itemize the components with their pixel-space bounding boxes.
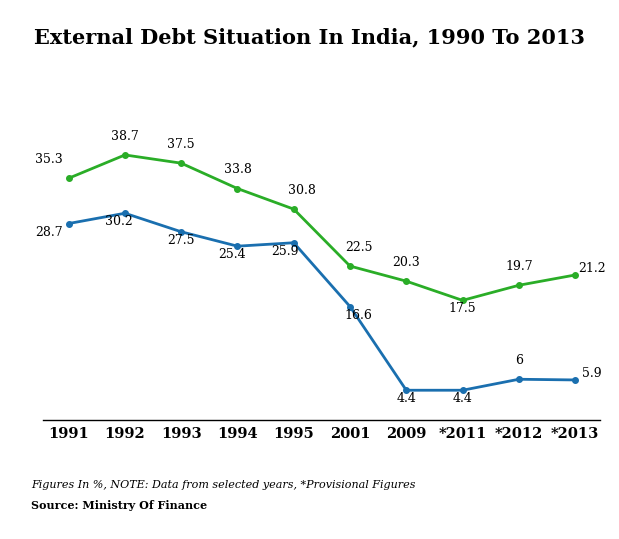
Text: External Debt Situation In India, 1990 To 2013: External Debt Situation In India, 1990 T… xyxy=(34,27,585,47)
Text: 30.2: 30.2 xyxy=(105,216,133,229)
Text: 30.8: 30.8 xyxy=(288,184,316,197)
Text: 35.3: 35.3 xyxy=(35,153,63,166)
Text: 25.4: 25.4 xyxy=(218,248,246,261)
Text: 28.7: 28.7 xyxy=(35,226,63,239)
Text: 4.4: 4.4 xyxy=(396,392,416,405)
Text: 6: 6 xyxy=(515,354,523,367)
Text: 22.5: 22.5 xyxy=(345,241,372,254)
Text: 4.4: 4.4 xyxy=(452,392,472,405)
Text: 20.3: 20.3 xyxy=(392,256,420,269)
Text: 27.5: 27.5 xyxy=(168,234,195,247)
Text: 17.5: 17.5 xyxy=(449,302,477,315)
Text: 5.9: 5.9 xyxy=(582,367,602,380)
Text: 16.6: 16.6 xyxy=(345,309,373,322)
Text: Figures In %, NOTE: Data from selected years, *Provisional Figures: Figures In %, NOTE: Data from selected y… xyxy=(31,480,415,490)
Text: Source: Ministry Of Finance: Source: Ministry Of Finance xyxy=(31,500,207,512)
Text: 25.9: 25.9 xyxy=(272,245,299,258)
Text: 21.2: 21.2 xyxy=(578,262,606,275)
Text: 19.7: 19.7 xyxy=(505,260,532,273)
Text: 33.8: 33.8 xyxy=(223,163,251,176)
Text: 37.5: 37.5 xyxy=(167,138,195,151)
Text: 38.7: 38.7 xyxy=(111,129,139,143)
